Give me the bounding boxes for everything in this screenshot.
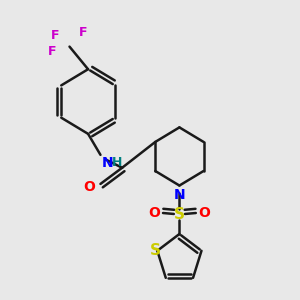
Text: F: F bbox=[51, 29, 60, 42]
Text: F: F bbox=[79, 26, 88, 39]
Text: S: S bbox=[150, 243, 161, 258]
Text: O: O bbox=[198, 206, 210, 220]
Text: O: O bbox=[149, 206, 161, 220]
Text: S: S bbox=[174, 207, 185, 222]
Text: F: F bbox=[48, 45, 57, 58]
Text: H: H bbox=[112, 157, 123, 169]
Text: N: N bbox=[174, 188, 185, 202]
Text: N: N bbox=[102, 157, 114, 170]
Text: O: O bbox=[83, 179, 95, 194]
